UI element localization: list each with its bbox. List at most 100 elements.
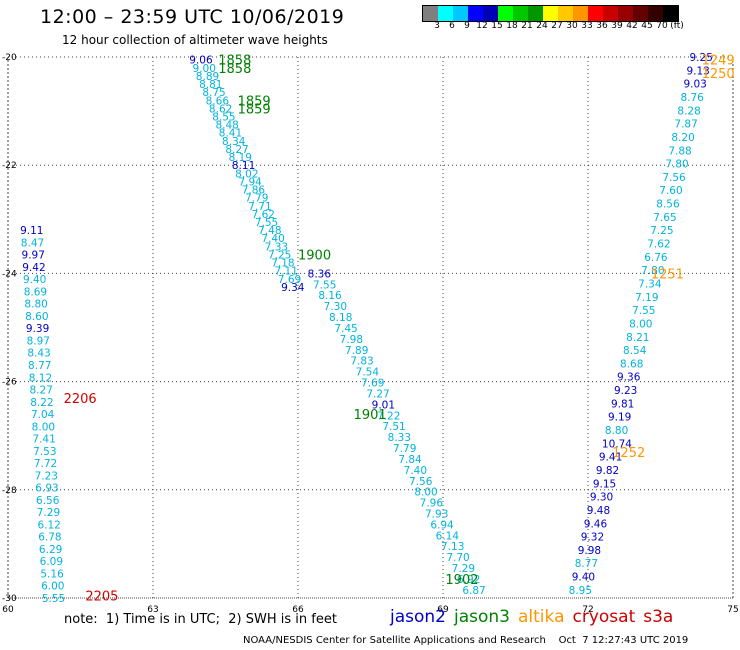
- pass-time-label: 1249: [702, 54, 735, 69]
- wave-height-value: 8.00: [629, 318, 652, 330]
- y-tick-label: -26: [2, 378, 17, 388]
- credit-line: NOAA/NESDIS Center for Satellite Applica…: [243, 635, 689, 646]
- wave-height-value: 8.21: [626, 332, 649, 344]
- color-scale-label: 12: [476, 21, 488, 31]
- wave-height-value: 8.27: [30, 385, 53, 397]
- wave-height-value: 7.22: [377, 410, 400, 422]
- pass-time-label: 1858: [218, 62, 251, 77]
- color-scale-cell: [663, 6, 678, 21]
- wave-height-value: 8.00: [414, 487, 437, 499]
- color-scale-cell: [438, 6, 453, 21]
- pass-time-label: 1859: [238, 94, 271, 109]
- color-scale-cell: [558, 6, 573, 21]
- wave-height-value: 8.47: [21, 237, 44, 249]
- wave-height-value: 9.32: [581, 532, 604, 544]
- color-scale-cell: [528, 6, 543, 21]
- color-scale-cell: [633, 6, 648, 21]
- wave-height-value: 8.60: [25, 311, 48, 323]
- wave-height-value: 7.56: [409, 476, 433, 488]
- wave-height-value: 8.80: [24, 299, 47, 311]
- wave-height-value: 6.56: [36, 495, 60, 507]
- wave-height-value: 7.30: [324, 301, 347, 313]
- map-subtitle: 12 hour collection of altimeter wave hei…: [62, 33, 328, 47]
- color-scale-cell: [453, 6, 468, 21]
- wave-height-value: 8.12: [29, 372, 52, 384]
- wave-height-value: 8.95: [569, 585, 592, 597]
- color-scale-cell: [573, 6, 588, 21]
- wave-height-value: 6.09: [40, 556, 63, 568]
- legend-entry-jason3: jason3: [454, 607, 510, 627]
- wave-height-value: 8.33: [388, 432, 411, 444]
- legend-entry-jason2: jason2: [390, 607, 446, 627]
- wave-height-value: 7.69: [278, 274, 301, 286]
- color-scale-cell: [588, 6, 603, 21]
- wave-height-value: 6.76: [644, 252, 668, 264]
- wave-height-value: 7.94: [238, 176, 262, 188]
- wave-height-value: 7.55: [255, 217, 278, 229]
- wave-height-value: 7.89: [345, 345, 368, 357]
- wave-height-value: 9.42: [22, 262, 45, 274]
- wave-height-value: 9.23: [614, 385, 637, 397]
- wave-height-value: 7.40: [261, 233, 284, 245]
- wave-height-value: 7.11: [275, 266, 298, 278]
- wave-height-value: 9.36: [617, 372, 641, 384]
- wave-height-value: 8.97: [27, 335, 50, 347]
- wave-height-value: 8.43: [27, 348, 50, 360]
- pass-time-label: 2205: [85, 589, 118, 604]
- wave-height-value: 6.94: [430, 519, 454, 531]
- wave-height-value: 7.55: [313, 279, 336, 291]
- wave-height-value: 8.34: [222, 136, 246, 148]
- y-tick-label: -22: [2, 161, 17, 171]
- wave-height-value: 7.69: [361, 378, 384, 390]
- wave-height-value: 8.77: [28, 360, 51, 372]
- color-scale-label: 27: [551, 21, 563, 31]
- color-scale-cell: [648, 6, 663, 21]
- wave-height-value: 7.96: [420, 498, 444, 510]
- wave-height-value: 9.34: [281, 282, 305, 294]
- y-tick-label: -24: [2, 269, 17, 279]
- wave-height-value: 7.87: [674, 119, 697, 131]
- wave-height-value: 7.41: [32, 434, 55, 446]
- legend-entry-cryosat: cryosat: [572, 607, 636, 627]
- color-scale-cell: [513, 6, 528, 21]
- wave-height-value: 9.40: [23, 274, 46, 286]
- wave-height-value: 7.25: [650, 225, 673, 237]
- color-scale-label: 33: [581, 21, 593, 31]
- color-scale-label: 3: [434, 21, 440, 31]
- wave-height-value: 9.00: [193, 63, 216, 75]
- wave-height-value: 7.70: [446, 552, 469, 564]
- color-scale-cell: [483, 6, 498, 21]
- wave-height-value: 8.68: [620, 358, 643, 370]
- wave-height-value: 7.25: [268, 249, 291, 261]
- wave-height-value: 7.93: [425, 508, 448, 520]
- wave-height-value: 9.19: [608, 412, 631, 424]
- pass-time-label: 1251: [651, 267, 684, 282]
- wave-height-value: 7.40: [404, 465, 427, 477]
- map-title: 12:00 – 23:59 UTC 10/06/2019: [40, 6, 345, 28]
- color-scale-label: 9: [464, 21, 470, 31]
- pass-time-label: 1858: [218, 54, 251, 69]
- x-tick-label: 63: [147, 605, 158, 615]
- wave-height-value: 7.51: [382, 421, 405, 433]
- wave-height-value: 8.66: [206, 95, 230, 107]
- wave-height-value: 8.22: [30, 397, 53, 409]
- color-scale-label: 21: [521, 21, 533, 31]
- units-note: note: 1) Time is in UTC; 2) SWH is in fe…: [64, 612, 337, 627]
- wave-height-value: 8.36: [308, 268, 332, 280]
- pass-time-label: 1902: [445, 573, 478, 588]
- wave-height-value: 8.62: [209, 103, 232, 115]
- map-grid: [7, 56, 734, 599]
- color-scale-labels: 3 6 9 12 15 18 21 24 27 30 33 36 39 42 45 70 (ft): [422, 21, 740, 33]
- color-scale-label: 45: [641, 21, 653, 31]
- wave-height-value: 8.16: [318, 290, 342, 302]
- wave-height-value: 7.62: [252, 209, 275, 221]
- wave-height-value: 8.75: [202, 87, 225, 99]
- satellite-legend: jason2 jason3 altika cryosat s3a: [390, 607, 681, 627]
- wave-height-value: 9.46: [584, 518, 608, 530]
- wave-height-value: 8.54: [623, 345, 647, 357]
- wave-height-value: 8.19: [229, 152, 252, 164]
- x-tick-label: 72: [582, 605, 593, 615]
- wave-height-value: 9.98: [578, 545, 601, 557]
